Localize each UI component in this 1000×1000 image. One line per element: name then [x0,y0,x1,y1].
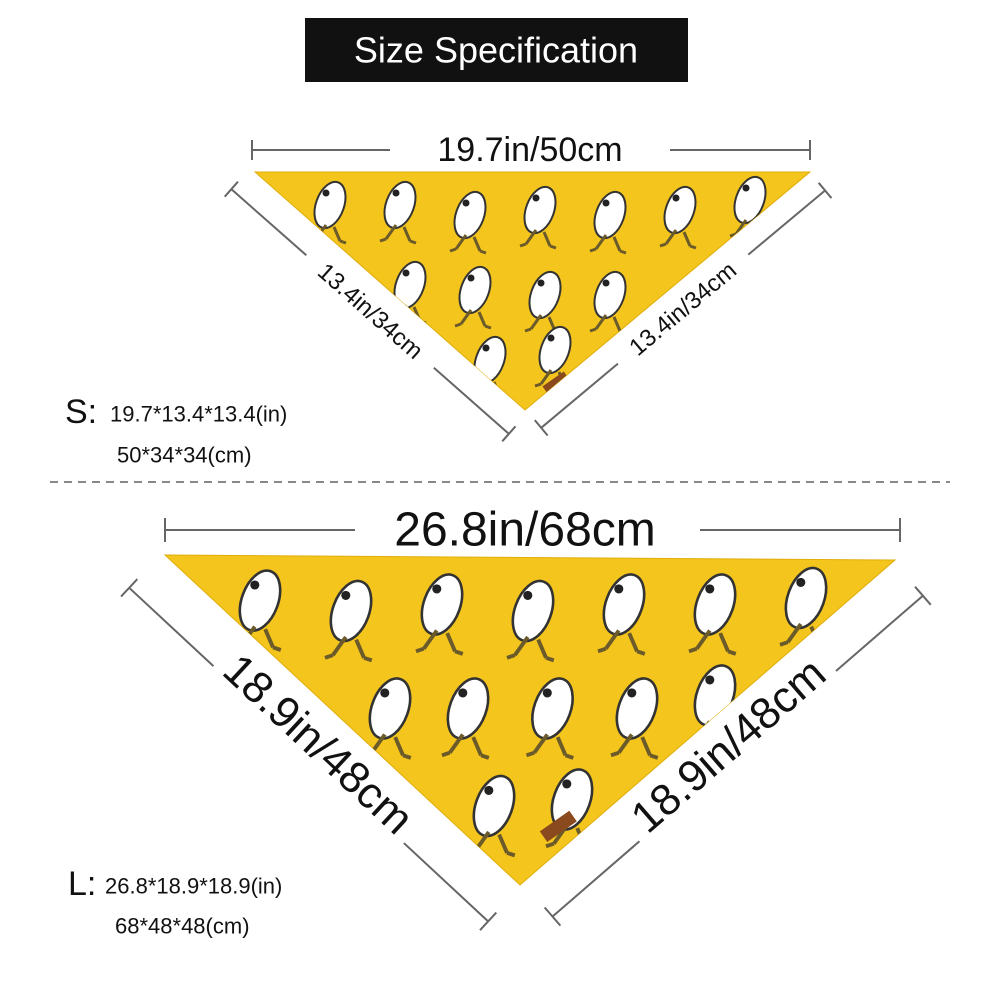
large-width-dimension: 26.8in/68cm [164,504,901,557]
title-box [305,18,688,82]
title: Size Specification [354,30,638,71]
small-width-dimension: 19.7in/50cm [251,131,811,169]
small-bandana [253,171,812,411]
large-centimeters: 68*48*48(cm) [115,914,250,939]
small-width-label: 19.7in/50cm [437,131,622,169]
small-inches: 19.7*13.4*13.4(in) [110,402,287,427]
small-centimeters: 50*34*34(cm) [117,443,252,468]
large-bandana [163,554,897,886]
large-inches: 26.8*18.9*18.9(in) [105,874,282,899]
large-prefix: L: [68,865,96,903]
large-width-label: 26.8in/68cm [394,504,656,557]
small-prefix: S: [65,393,97,431]
